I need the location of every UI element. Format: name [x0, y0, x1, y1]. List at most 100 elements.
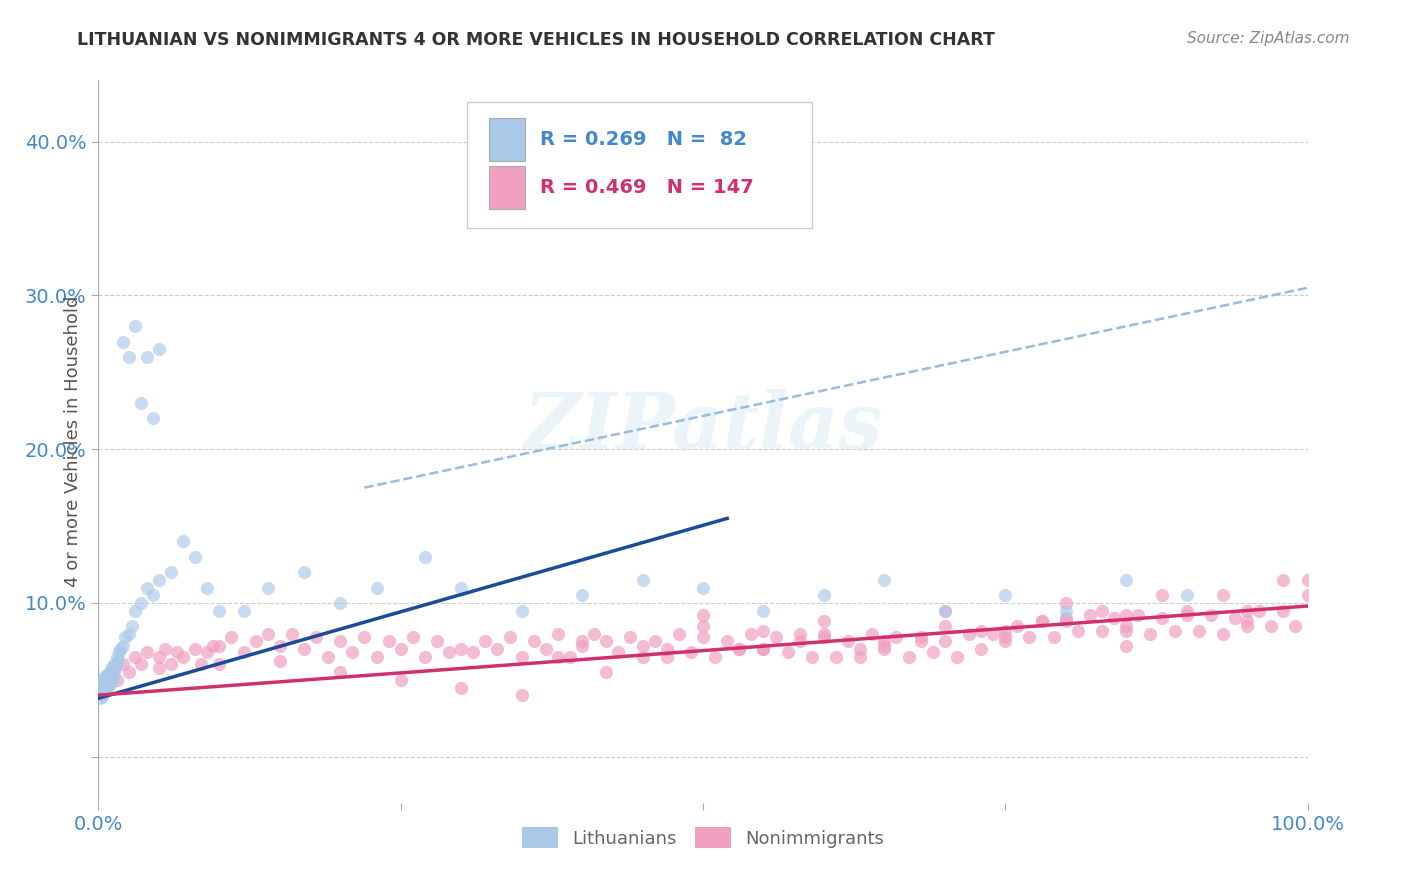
Point: [100, 673, 122, 687]
Text: ZIPatlas: ZIPatlas: [523, 389, 883, 466]
Point: [1102, 611, 1125, 625]
Point: [245, 634, 267, 648]
Point: [921, 645, 943, 659]
Point: [366, 581, 388, 595]
Point: [1018, 630, 1040, 644]
Point: [1031, 615, 1053, 629]
Point: [184, 549, 207, 564]
Point: [752, 624, 775, 638]
Point: [281, 626, 304, 640]
Point: [692, 581, 714, 595]
Point: [813, 630, 835, 644]
Point: [498, 630, 520, 644]
Point: [94, 677, 117, 691]
Point: [571, 639, 593, 653]
Point: [510, 688, 533, 702]
Point: [1139, 626, 1161, 640]
Point: [1115, 624, 1137, 638]
Point: [776, 645, 799, 659]
Point: [789, 626, 811, 640]
Point: [148, 660, 170, 674]
Point: [166, 645, 188, 659]
Point: [789, 634, 811, 648]
Point: [1054, 596, 1077, 610]
Point: [837, 634, 859, 648]
Point: [595, 665, 617, 680]
Point: [994, 624, 1017, 638]
Point: [910, 634, 932, 648]
Point: [740, 626, 762, 640]
Point: [1091, 604, 1114, 618]
Point: [1054, 604, 1077, 618]
Point: [90, 688, 112, 702]
Point: [135, 645, 157, 659]
Point: [668, 626, 690, 640]
Point: [142, 411, 165, 425]
Point: [100, 665, 122, 680]
Point: [104, 660, 127, 674]
Point: [195, 645, 218, 659]
Point: [148, 343, 170, 357]
Point: [1128, 608, 1150, 623]
Point: [994, 630, 1017, 644]
Point: [97, 673, 120, 687]
Point: [148, 573, 170, 587]
Point: [934, 619, 956, 633]
Point: [1152, 588, 1174, 602]
Point: [1272, 573, 1295, 587]
Point: [124, 649, 146, 664]
Point: [860, 626, 883, 640]
Point: [1115, 608, 1137, 623]
Point: [389, 642, 412, 657]
Point: [1188, 624, 1211, 638]
Point: [934, 634, 956, 648]
Point: [208, 604, 231, 618]
Point: [195, 581, 218, 595]
Point: [232, 604, 254, 618]
Point: [813, 588, 835, 602]
Point: [692, 619, 714, 633]
Point: [91, 683, 114, 698]
Point: [93, 670, 115, 684]
Point: [619, 630, 641, 644]
Text: R = 0.469   N = 147: R = 0.469 N = 147: [540, 178, 754, 197]
Point: [1249, 604, 1271, 618]
Point: [124, 604, 146, 618]
Bar: [489, 166, 526, 209]
Legend: Lithuanians, Nonimmigrants: Lithuanians, Nonimmigrants: [515, 820, 891, 855]
Point: [957, 626, 980, 640]
Point: [256, 581, 278, 595]
Point: [692, 608, 714, 623]
Point: [886, 630, 908, 644]
Point: [752, 642, 775, 657]
Point: [946, 649, 969, 664]
Point: [873, 573, 896, 587]
Point: [129, 657, 152, 672]
Point: [153, 642, 176, 657]
Point: [631, 639, 654, 653]
Point: [98, 670, 121, 684]
Point: [1067, 624, 1090, 638]
Point: [160, 657, 183, 672]
Point: [90, 685, 112, 699]
Point: [644, 634, 666, 648]
Point: [1236, 619, 1258, 633]
Point: [100, 668, 122, 682]
Point: [981, 626, 1004, 640]
Point: [1091, 624, 1114, 638]
Point: [571, 634, 593, 648]
Point: [1212, 588, 1234, 602]
Point: [124, 319, 146, 334]
Point: [1163, 624, 1185, 638]
Point: [91, 677, 114, 691]
Point: [389, 673, 412, 687]
Point: [94, 683, 117, 698]
Point: [121, 619, 143, 633]
Point: [269, 639, 291, 653]
Point: [1212, 626, 1234, 640]
Point: [728, 642, 751, 657]
Point: [1115, 619, 1137, 633]
Point: [96, 668, 118, 682]
Point: [202, 639, 225, 653]
Point: [89, 688, 111, 702]
